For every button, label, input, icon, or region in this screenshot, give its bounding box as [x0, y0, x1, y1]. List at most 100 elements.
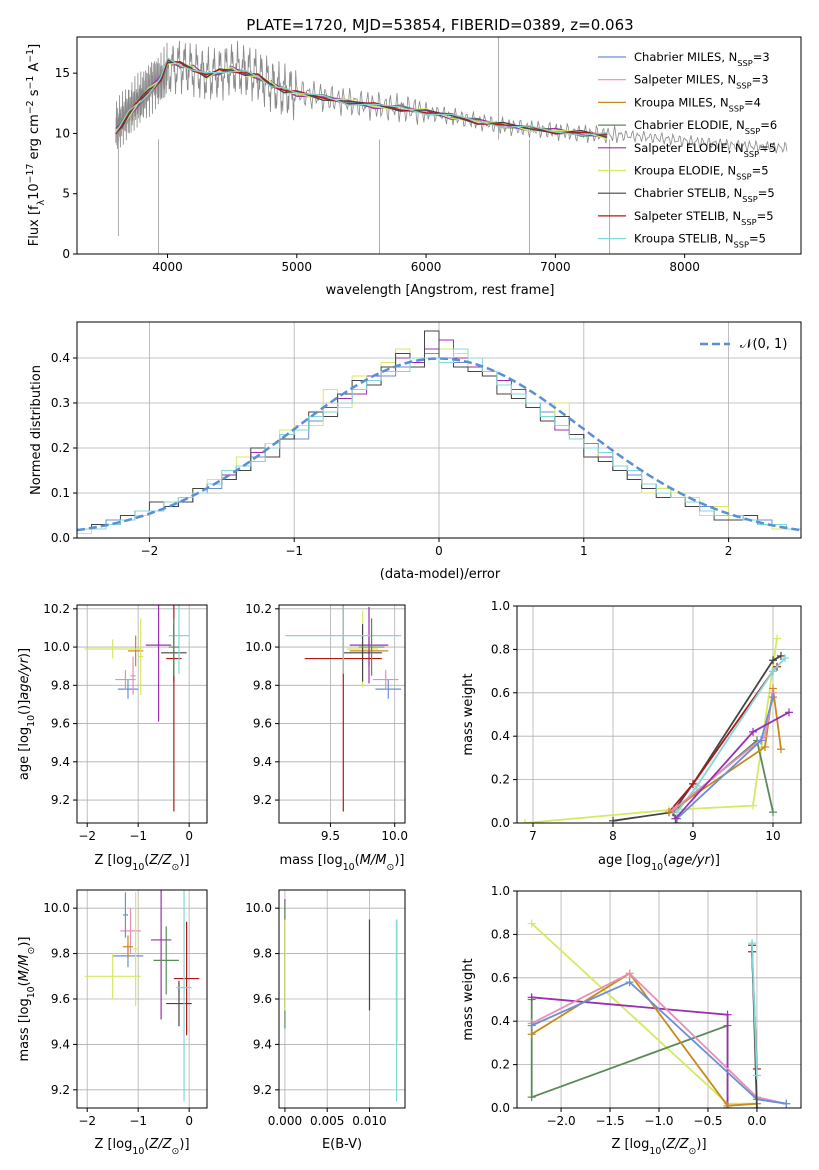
legend-entry-part: =5 [752, 164, 769, 178]
x-axis-label-part: age [log [598, 853, 651, 868]
legend-entry-part: SSP [737, 58, 752, 68]
x-axis-label-part: 10 [132, 1146, 144, 1157]
x-tick-label: 8 [609, 829, 617, 843]
y-tick-label: 9.6 [51, 717, 70, 731]
y-tick-label: 10 [55, 126, 70, 140]
y-tick-label: 5 [62, 187, 70, 201]
y-tick-label: 0.8 [491, 927, 510, 941]
x-tick-label: 0 [185, 1114, 193, 1128]
y-axis-label-part: 10 [26, 715, 37, 727]
mass-weight-line [531, 981, 787, 1105]
plot-area [84, 605, 190, 812]
y-axis-label-part: 10 [27, 183, 42, 200]
mass-vs-ebv-panel: 0.000 0.005 0.010 9.2 9.4 9.6 9.8 10.0 E(B-V) [245, 889, 406, 1152]
x-axis-label-part: Z/Z [148, 853, 172, 868]
y-axis-label: mass [log10(M/M⊙)] [17, 937, 37, 1062]
y-tick-label: 9.4 [253, 755, 272, 769]
y-axis-label-part: Flux [f [27, 205, 42, 246]
legend-entry: 𝒩(0, 1) [740, 337, 787, 352]
legend-entry-part: =5 [757, 209, 774, 223]
x-axis-label-part: ⊙ [172, 1146, 180, 1157]
x-tick-label: 0.010 [352, 1114, 386, 1128]
x-axis-label-part: )] [710, 853, 720, 868]
y-axis-label-part: age/yr [17, 656, 32, 699]
x-axis-label-part: )] [179, 1137, 189, 1152]
legend-entry: Kroupa STELIB, NSSP=5 [634, 232, 766, 250]
legend-entry-part: Kroupa MILES, N [634, 95, 729, 109]
y-tick-label: 0.3 [51, 396, 70, 410]
legend-entry-part: Chabrier ELODIE, N [634, 118, 745, 132]
y-axis-label: Normed distribution [29, 365, 44, 495]
x-axis-label: Z [log10(Z/Z⊙)] [611, 1137, 706, 1157]
mass-weight-line [612, 655, 782, 822]
histogram-step [77, 348, 801, 538]
y-axis-label: mass weight [461, 673, 476, 755]
x-tick-label: −1 [129, 829, 147, 843]
y-tick-label: 0.0 [491, 816, 510, 830]
legend-entry-part: =5 [749, 232, 766, 246]
y-axis-label: age [log10()]age/yr)] [17, 648, 37, 780]
x-axis-label-part: mass [log [280, 853, 343, 868]
y-axis-label: mass weight [461, 958, 476, 1040]
y-tick-label: 0.2 [491, 1058, 510, 1072]
y-axis-label-part: −2 [25, 100, 36, 114]
y-tick-label: 0.8 [491, 642, 510, 656]
y-tick-label: 9.6 [253, 717, 272, 731]
x-axis-label: Z [log10(Z/Z⊙)] [94, 1137, 189, 1157]
y-tick-label: 10.0 [43, 901, 70, 915]
x-axis-label-part: ( [663, 853, 668, 868]
y-tick-label: 0.1 [51, 486, 70, 500]
legend-entry-part: Salpeter STELIB, N [634, 209, 741, 223]
legend-entry-part: SSP [734, 240, 749, 250]
y-tick-label: 9.4 [51, 1037, 70, 1051]
y-tick-label: 0.2 [51, 441, 70, 455]
y-tick-label: 15 [55, 66, 70, 80]
y-axis-label-part: M/M [17, 955, 32, 982]
y-tick-label: 0.4 [491, 1014, 510, 1028]
y-tick-label: 9.8 [253, 678, 272, 692]
x-tick-label: −1 [285, 544, 303, 558]
x-tick-label: 7000 [540, 260, 571, 274]
x-axis-label-part: 10 [132, 862, 144, 873]
residual-histogram-panel: −2 −1 0 1 2 0.0 0.1 0.2 0.3 0.4 𝒩(0, 1) Normed dist… [29, 321, 802, 582]
legend-entry-part: Kroupa ELODIE, N [634, 164, 736, 178]
y-axis-label-part: ⊙ [26, 947, 37, 955]
plot-area [521, 634, 793, 823]
x-tick-label: −2 [78, 1114, 96, 1128]
y-axis-label-part: λ [36, 199, 47, 205]
x-tick-label: 10.0 [381, 829, 408, 843]
y-axis-label-part: 10 [26, 986, 37, 998]
x-tick-label: 10 [765, 829, 780, 843]
y-axis-label-part: −17 [25, 164, 36, 184]
x-tick-label: −2 [78, 829, 96, 843]
y-axis-label-part: )] [17, 937, 32, 947]
model-spectrum-line [115, 57, 608, 136]
x-tick-label: 0.0 [747, 1114, 766, 1128]
x-axis-label-part: Z/Z [148, 1137, 172, 1152]
y-tick-label: 10.2 [245, 602, 272, 616]
y-tick-label: 10.0 [245, 901, 272, 915]
legend-entry: Salpeter MILES, NSSP=3 [634, 73, 769, 91]
y-axis-label-part: ] [27, 44, 42, 49]
y-tick-label: 1.0 [491, 884, 510, 898]
mass-weight-line [531, 972, 787, 1105]
x-axis-label-part: Z/Z [665, 1137, 689, 1152]
x-tick-label: 0 [185, 829, 193, 843]
model-spectrum-line [115, 59, 608, 135]
plot-area [77, 330, 801, 538]
x-axis-label-part: ⊙ [386, 862, 394, 873]
mass-weight-line [524, 638, 778, 823]
x-axis-label-part: ( [661, 1137, 666, 1152]
legend-entry: Salpeter STELIB, NSSP=5 [634, 209, 774, 227]
y-axis-label-part: s [27, 89, 42, 100]
x-axis-label: age [log10(age/yr)] [598, 853, 720, 873]
y-tick-label: 9.2 [51, 1083, 70, 1097]
mass-weight-line [531, 972, 757, 1107]
x-tick-label: 9 [689, 829, 697, 843]
y-tick-label: 0.6 [491, 971, 510, 985]
x-tick-label: −0.5 [693, 1114, 722, 1128]
histogram-step [77, 330, 801, 538]
y-axis-label-part: −1 [25, 49, 36, 63]
x-tick-label: −1.5 [595, 1114, 624, 1128]
